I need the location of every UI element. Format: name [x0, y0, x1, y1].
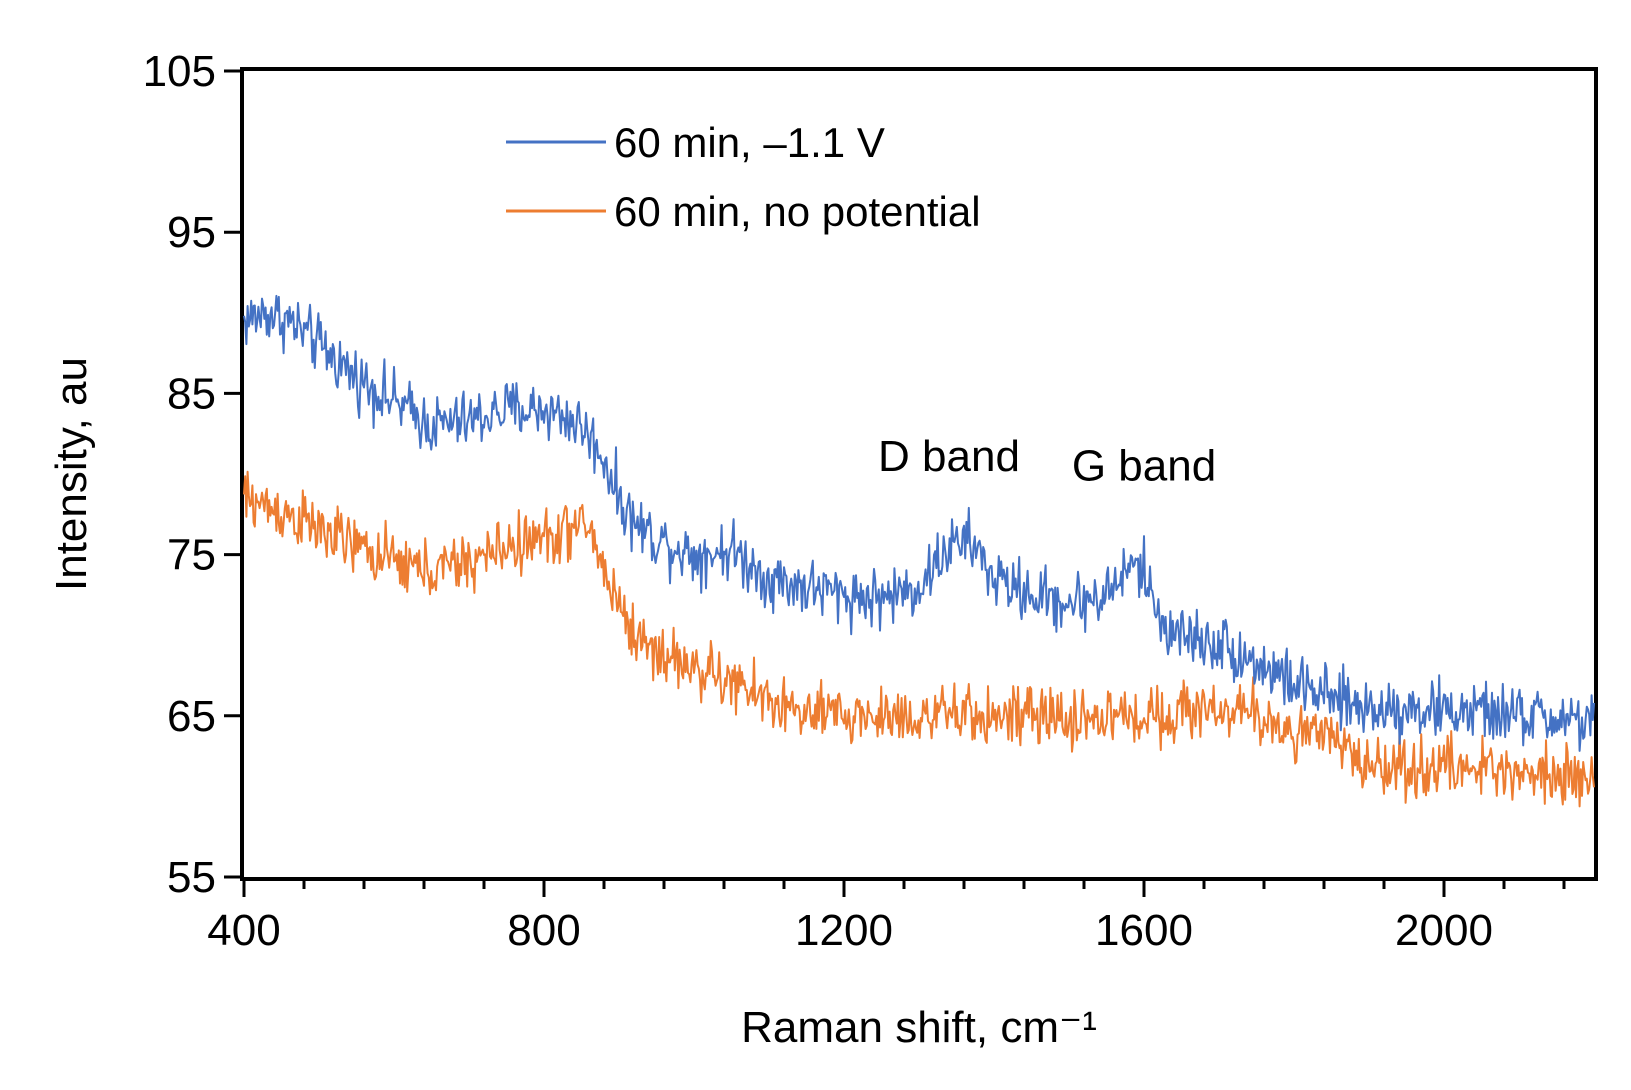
y-axis-title: Intensity, au [47, 357, 96, 591]
x-tick-label: 2000 [1395, 906, 1493, 955]
series-line-blue [243, 294, 1595, 752]
x-tick-label: 800 [507, 906, 580, 955]
legend: 60 min, –1.1 V 60 min, no potential [506, 119, 981, 235]
legend-entry-blue: 60 min, –1.1 V [614, 119, 885, 166]
plot-area-frame [240, 67, 1598, 881]
y-tick-label: 75 [167, 531, 216, 580]
series-layer [243, 294, 1595, 808]
d-band-annotation: D band [878, 432, 1020, 481]
x-tick-label: 1200 [795, 906, 893, 955]
y-tick-label: 65 [167, 692, 216, 741]
legend-entry-orange: 60 min, no potential [614, 188, 981, 235]
series-line-orange [243, 470, 1595, 808]
x-axis-title: Raman shift, cm⁻¹ [741, 1003, 1097, 1052]
y-tick-label: 105 [143, 47, 216, 96]
x-tick-label: 1600 [1095, 906, 1193, 955]
g-band-annotation: G band [1072, 441, 1216, 490]
y-tick-label: 95 [167, 208, 216, 257]
y-tick-label: 55 [167, 853, 216, 902]
tick-layer: 55 65 75 85 95 105 400 800 1200 1600 2000 [143, 47, 1566, 955]
x-tick-label: 400 [207, 906, 280, 955]
y-tick-label: 85 [167, 369, 216, 418]
